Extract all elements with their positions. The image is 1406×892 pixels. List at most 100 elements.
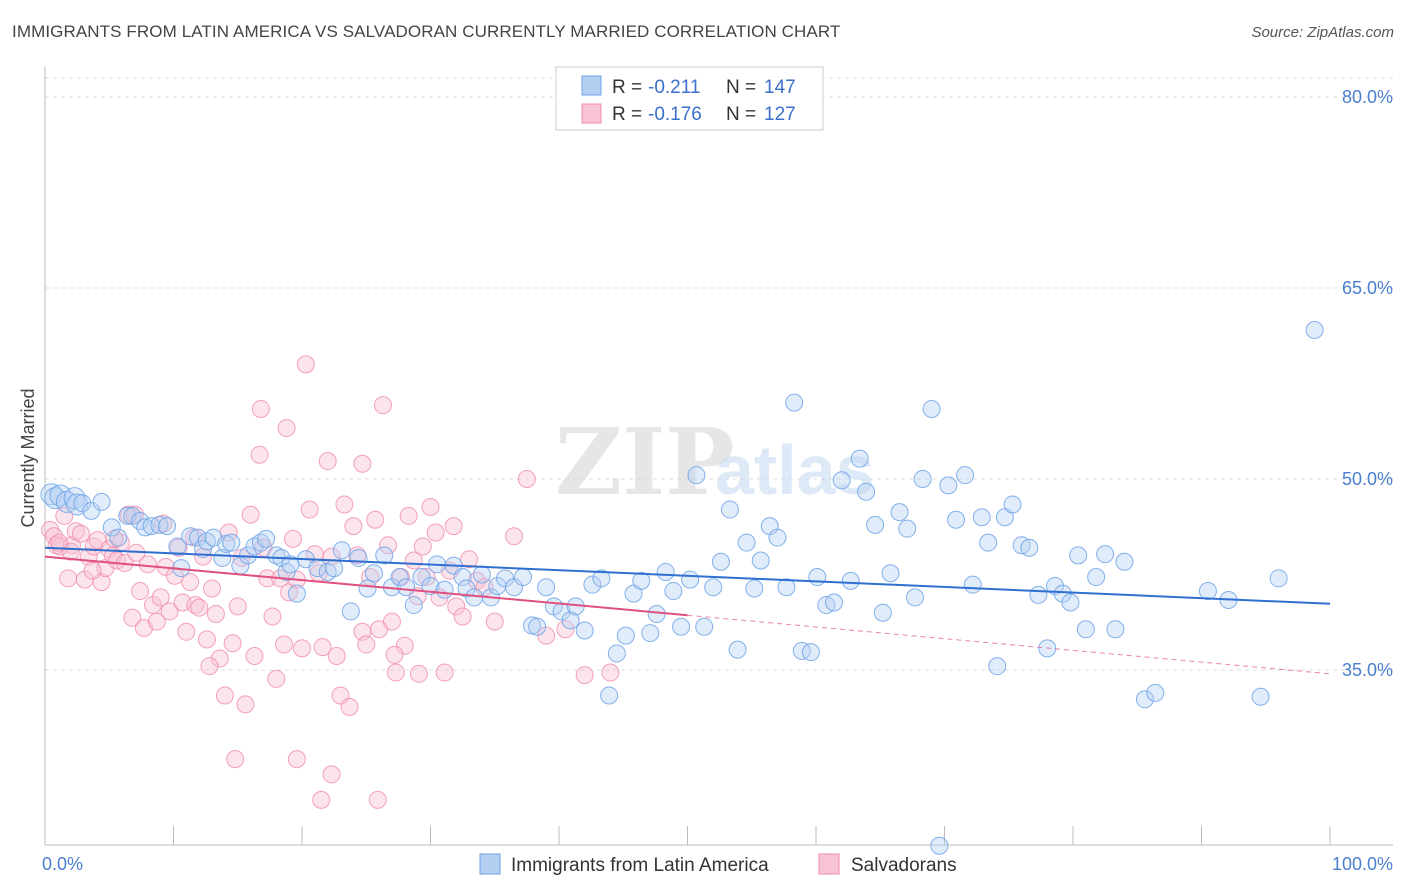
data-point-latin-america: [832, 471, 851, 490]
data-point-latin-america: [168, 537, 187, 556]
data-point-salvadoran: [267, 669, 286, 688]
data-point-salvadoran: [556, 620, 575, 639]
data-point-salvadoran: [147, 612, 166, 631]
data-point-salvadoran: [505, 527, 524, 546]
data-point-latin-america: [325, 559, 344, 578]
data-point-latin-america: [404, 596, 423, 615]
data-point-latin-america: [672, 617, 691, 636]
data-point-salvadoran: [277, 419, 296, 438]
data-point-latin-america: [1269, 569, 1288, 588]
bottom-legend-label-1: Immigrants from Latin America: [511, 855, 769, 876]
data-point-salvadoran: [312, 790, 331, 809]
data-point-salvadoran: [181, 573, 200, 592]
data-point-latin-america: [866, 515, 885, 534]
data-point-latin-america: [768, 528, 787, 547]
trend-line-latin-america: [44, 546, 1331, 605]
data-point-latin-america: [745, 579, 764, 598]
data-point-latin-america: [435, 580, 454, 599]
data-point-salvadoran: [245, 646, 264, 665]
series-latin-america: [40, 321, 1324, 855]
data-point-latin-america: [841, 571, 860, 590]
data-point-latin-america: [890, 503, 909, 522]
watermark: ZIP atlas: [555, 408, 875, 516]
data-point-salvadoran: [215, 686, 234, 705]
data-point-salvadoran: [160, 602, 179, 621]
data-point-latin-america: [711, 552, 730, 571]
data-point-latin-america: [575, 621, 594, 640]
data-point-salvadoran: [293, 639, 311, 658]
data-point-latin-america: [181, 527, 200, 546]
data-point-latin-america: [687, 466, 706, 485]
data-point-salvadoran: [263, 607, 282, 626]
data-point-salvadoran: [223, 634, 242, 653]
legend-r-label-2: R =: [612, 104, 642, 125]
data-point-latin-america: [1069, 546, 1088, 565]
data-point-salvadoran: [426, 523, 445, 542]
bottom-legend: Immigrants from Latin America Salvadoran…: [479, 853, 957, 876]
data-point-latin-america: [1020, 538, 1039, 557]
y-tick-label: 80.0%: [1342, 87, 1393, 107]
data-point-latin-america: [561, 611, 580, 630]
data-point-latin-america: [956, 466, 975, 485]
data-point-salvadoran: [59, 569, 78, 588]
data-point-latin-america: [136, 518, 155, 537]
data-point-latin-america: [695, 617, 714, 636]
data-point-latin-america: [528, 617, 547, 636]
data-point-salvadoran: [241, 505, 260, 524]
data-point-latin-america: [1146, 683, 1165, 702]
data-point-salvadoran: [379, 536, 398, 555]
data-point-latin-america: [514, 568, 533, 587]
data-point-latin-america: [922, 399, 941, 418]
data-point-latin-america: [930, 836, 949, 855]
data-point-latin-america: [1115, 552, 1134, 571]
legend-n-label-2: N =: [726, 104, 756, 125]
data-point-latin-america: [397, 578, 416, 597]
y-tick-label: 35.0%: [1342, 660, 1393, 680]
data-point-latin-america: [472, 565, 491, 584]
legend-n-value-1: 147: [764, 77, 796, 98]
legend-n-label-1: N =: [726, 77, 756, 98]
data-point-salvadoran: [409, 664, 428, 683]
trend-lines: [44, 546, 1331, 675]
x-tick-label: 100.0%: [1332, 854, 1393, 874]
data-point-latin-america: [963, 575, 982, 594]
bottom-legend-label-2: Salvadorans: [851, 855, 957, 876]
data-point-latin-america: [465, 588, 484, 607]
data-point-salvadoran: [210, 649, 229, 668]
data-point-latin-america: [616, 626, 635, 645]
data-point-latin-america: [1305, 321, 1324, 340]
y-tick-label: 50.0%: [1342, 469, 1393, 489]
data-point-latin-america: [1046, 576, 1065, 595]
axes: [44, 67, 1393, 846]
data-point-salvadoran: [447, 597, 466, 616]
data-point-latin-america: [751, 551, 770, 570]
legend: R = -0.211 N = 147 R = -0.176 N = 127: [555, 66, 824, 131]
data-point-latin-america: [102, 518, 121, 537]
data-point-salvadoran: [165, 566, 184, 585]
data-point-latin-america: [988, 657, 1007, 676]
data-point-salvadoran: [228, 597, 247, 616]
data-point-salvadoran: [300, 500, 319, 519]
data-point-latin-america: [898, 519, 917, 538]
data-point-salvadoran: [194, 547, 213, 566]
data-point-latin-america: [592, 569, 611, 588]
data-point-salvadoran: [386, 663, 405, 682]
data-point-latin-america: [857, 482, 876, 501]
data-point-latin-america: [222, 533, 241, 552]
data-point-salvadoran: [373, 396, 392, 415]
trend-line-salvadoran-extrapolated: [687, 614, 1331, 675]
data-point-salvadoran: [138, 555, 157, 574]
data-point-salvadoran: [55, 506, 74, 525]
data-point-latin-america: [728, 640, 747, 659]
data-point-latin-america: [881, 564, 900, 583]
data-point-latin-america: [873, 603, 892, 622]
data-point-salvadoran: [313, 638, 332, 657]
data-point-salvadoran: [460, 550, 479, 569]
data-point-salvadoran: [66, 522, 85, 541]
data-point-salvadoran: [453, 607, 472, 626]
data-point-salvadoran: [71, 524, 90, 543]
data-point-salvadoran: [353, 454, 372, 473]
legend-r-value-1: -0.211: [648, 77, 700, 98]
data-point-salvadoran: [123, 608, 142, 627]
